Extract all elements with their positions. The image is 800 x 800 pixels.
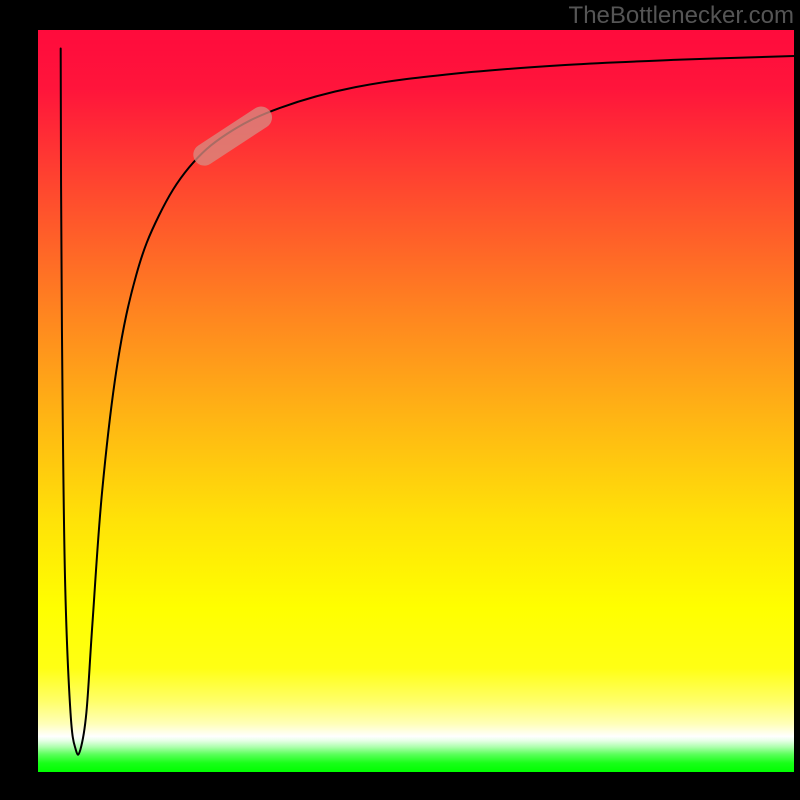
- source-label: TheBottlenecker.com: [569, 2, 794, 30]
- plot-svg: [38, 30, 794, 772]
- plot-area: [38, 30, 794, 772]
- chart-frame: TheBottlenecker.com: [0, 0, 800, 800]
- gradient-background: [38, 30, 794, 772]
